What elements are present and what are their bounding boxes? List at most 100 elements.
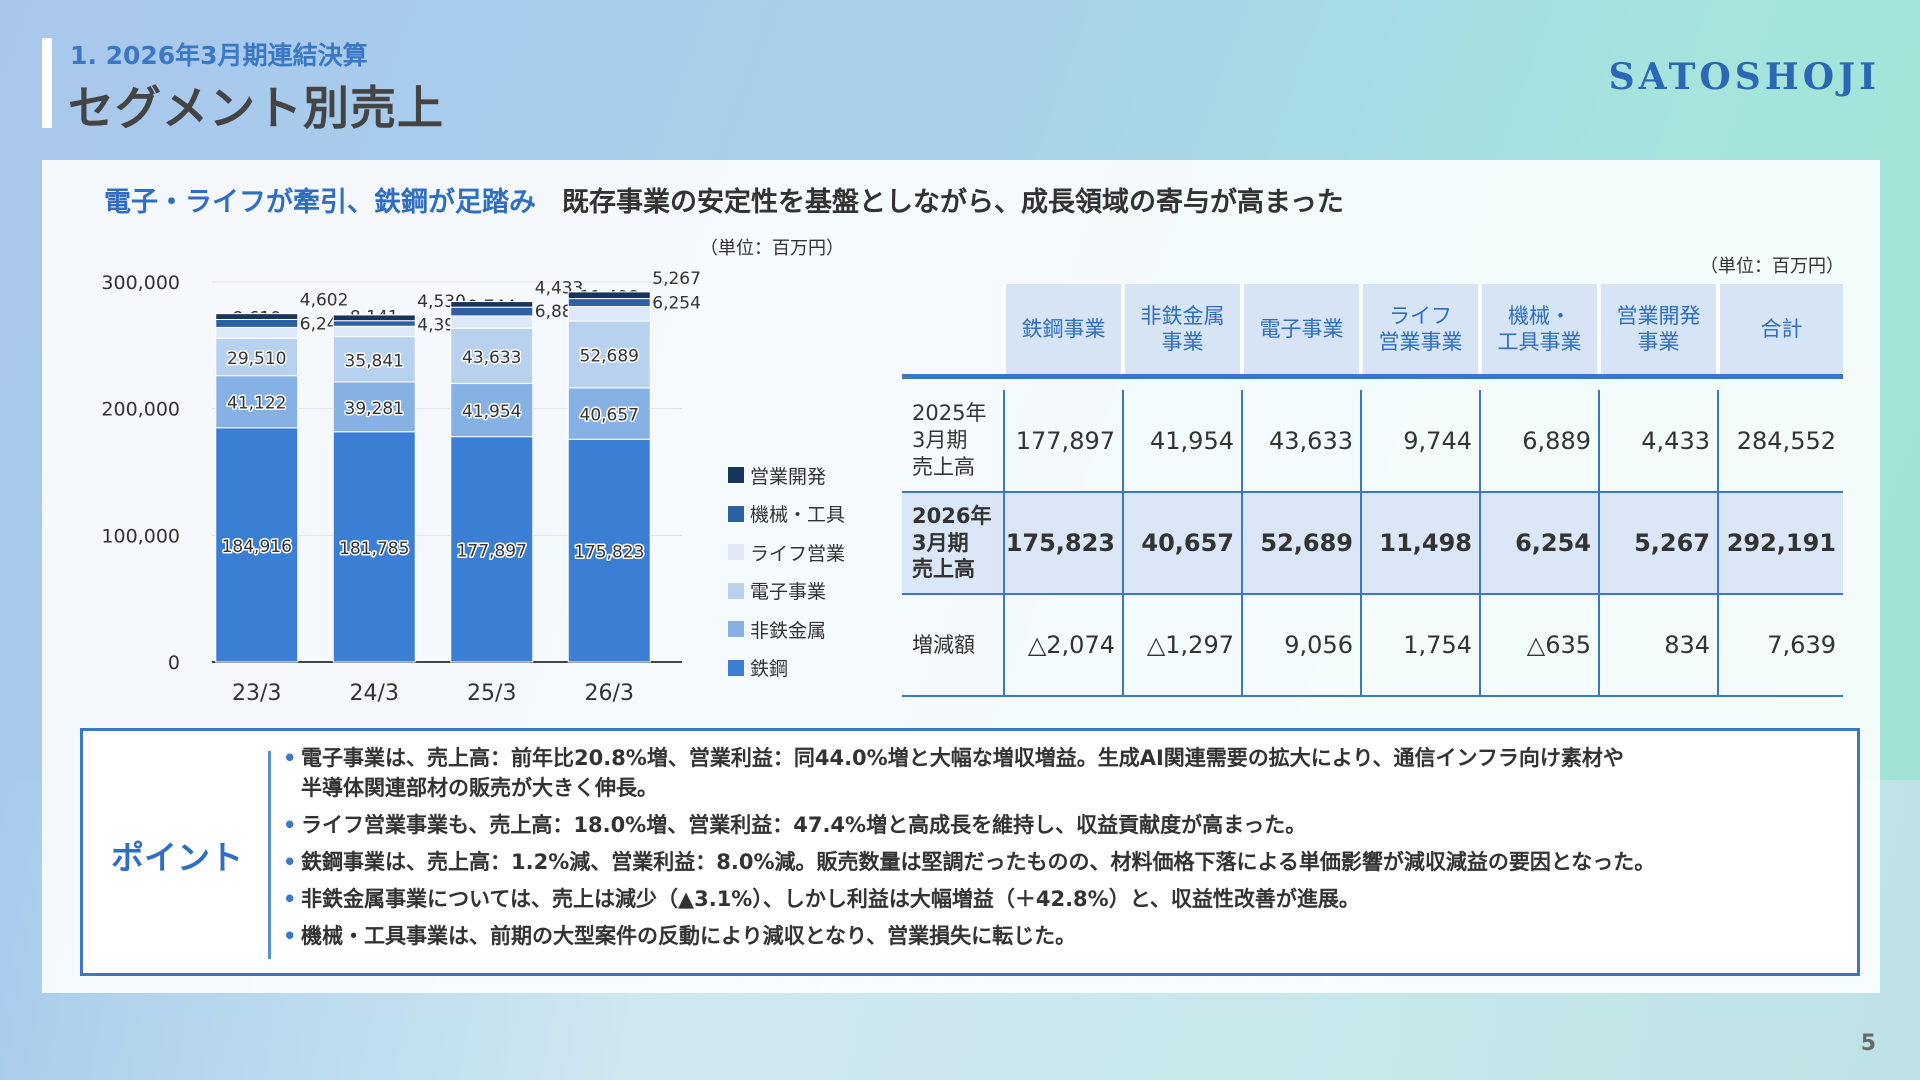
page-number: 5: [1860, 1031, 1876, 1056]
bar-segment: [450, 301, 534, 308]
legend-label: ライフ営業: [750, 542, 846, 565]
data-label: 5,267: [652, 269, 701, 289]
bar-segment: [332, 320, 416, 327]
data-label: 4,602: [300, 291, 349, 311]
data-label: 39,281: [345, 399, 404, 419]
y-tick-label: 100,000: [101, 525, 180, 547]
legend-label: 電子事業: [750, 581, 827, 604]
cell: 175,823: [1003, 492, 1123, 595]
data-label: 52,689: [580, 346, 639, 366]
col-header: 非鉄金属 事業: [1121, 284, 1242, 379]
cell: 9,744: [1360, 390, 1480, 493]
bar-segment: [215, 427, 299, 663]
cell: 7,639: [1717, 594, 1843, 697]
table-unit-label: （単位：百万円）: [1700, 256, 1844, 277]
row-label: 2026年 3月期 売上高: [902, 492, 1004, 595]
table-row-current: 2026年 3月期 売上高 175,823 40,657 52,689 11,498…: [902, 492, 1843, 595]
cell: 43,633: [1241, 390, 1361, 493]
page-title: セグメント別売上: [68, 81, 444, 135]
point-item: ライフ営業事業も、売上高：18.0%増、営業利益：47.4%増と高成長を維持し、…: [283, 810, 1655, 840]
cell: 4,433: [1598, 390, 1718, 493]
table-row-prior: 2025年 3月期 売上高 177,897 41,954 43,633 9,744 …: [902, 390, 1843, 493]
cell: 292,191: [1717, 492, 1843, 595]
legend-swatch: [728, 659, 744, 676]
legend-item: 機械・工具: [728, 495, 845, 534]
bar-segment: [450, 383, 534, 438]
point-item: 機械・工具事業は、前期の大型案件の反動により減収となり、営業損失に転じた。: [283, 921, 1655, 951]
table-row-change: 増減額 △2,074 △1,297 9,056 1,754 △635 834 7…: [902, 594, 1843, 697]
bar-segment: [567, 438, 651, 663]
cell: △1,297: [1122, 594, 1242, 697]
col-header: 電子事業: [1240, 284, 1361, 379]
table-header-blank: [902, 284, 1004, 379]
bar-segment: [215, 337, 299, 377]
legend-item: 営業開発: [728, 456, 845, 495]
legend-label: 鉄鋼: [750, 658, 789, 681]
bar-segment: [567, 298, 651, 307]
bar-segment: [332, 381, 416, 433]
cell: 41,954: [1122, 390, 1242, 493]
col-header: 営業開発 事業: [1597, 284, 1718, 379]
bar-segment: [332, 336, 416, 383]
table-header-row: 鉄鋼事業 非鉄金属 事業 電子事業 ライフ 営業事業 機械・ 工具事業 営業開発 事業 …: [902, 284, 1843, 379]
chart-unit-label: （単位：百万円）: [700, 238, 844, 259]
x-tick-label: 24/3: [350, 681, 399, 706]
cell: 177,897: [1003, 390, 1123, 493]
bar-segment: [215, 326, 299, 339]
points-divider: [268, 751, 271, 959]
legend-item: 電子事業: [728, 572, 845, 611]
cell: 834: [1598, 594, 1718, 697]
data-label: 181,785: [339, 539, 409, 559]
cell: 1,754: [1360, 594, 1480, 697]
row-label: 2025年 3月期 売上高: [902, 390, 1004, 493]
cell: 284,552: [1717, 390, 1843, 493]
col-header: 機械・ 工具事業: [1478, 284, 1599, 379]
headline: 電子・ライフが牽引、鉄鋼が足踏み 既存事業の安定性を基盤としながら、成長領域の寄与…: [104, 180, 1344, 219]
data-label: 184,916: [222, 537, 292, 557]
chart-legend: 営業開発機械・工具ライフ営業電子事業非鉄金属鉄鋼: [728, 456, 845, 687]
company-logo: SATOSHOJI: [1608, 56, 1880, 98]
bar-segment: [450, 315, 534, 329]
point-item: 非鉄金属事業については、売上は減少（▲3.1%）、しかし利益は大幅増益（＋42.…: [283, 884, 1655, 914]
legend-label: 機械・工具: [750, 504, 846, 527]
point-item: 電子事業は、売上高：前年比20.8%増、営業利益：同44.0%増と大幅な増収増益…: [283, 743, 1655, 803]
cell: △2,074: [1003, 594, 1123, 697]
bar-segment: [567, 291, 651, 300]
points-title: ポイント: [111, 838, 243, 877]
row-label: 増減額: [902, 594, 1004, 697]
col-header: ライフ 営業事業: [1359, 284, 1480, 379]
points-list: 電子事業は、売上高：前年比20.8%増、営業利益：同44.0%増と大幅な増収増益…: [283, 743, 1655, 958]
data-label: 175,823: [574, 543, 644, 563]
col-header: 合計: [1716, 284, 1843, 379]
legend-label: 営業開発: [750, 465, 827, 488]
title-accent-bar: [42, 38, 52, 128]
bar-segment: [450, 436, 534, 663]
segment-sales-table: 鉄鋼事業 非鉄金属 事業 電子事業 ライフ 営業事業 機械・ 工具事業 営業開発 事業 …: [902, 284, 1843, 697]
x-tick-label: 25/3: [467, 681, 516, 706]
point-text: 電子事業は、売上高：前年比20.8%増、営業利益：同44.0%増と大幅な増収増益…: [301, 746, 1624, 770]
point-item: 鉄鋼事業は、売上高：1.2%減、営業利益：8.0%減。販売数量は堅調だったものの…: [283, 847, 1655, 877]
legend-item: ライフ営業: [728, 533, 845, 572]
points-box: ポイント 電子事業は、売上高：前年比20.8%増、営業利益：同44.0%増と大幅…: [80, 728, 1860, 976]
cell: 11,498: [1360, 492, 1480, 595]
y-tick-label: 300,000: [101, 272, 180, 294]
legend-swatch: [728, 582, 744, 599]
headline-sub: 既存事業の安定性を基盤としながら、成長領域の寄与が高まった: [562, 187, 1344, 218]
content-panel: 電子・ライフが牽引、鉄鋼が足踏み 既存事業の安定性を基盤としながら、成長領域の寄与…: [42, 160, 1880, 993]
bar-segment: [215, 313, 299, 320]
section-label: 1. 2026年3月期連結決算: [70, 41, 368, 70]
legend-item: 鉄鋼: [728, 649, 845, 688]
stacked-bar-chart: 0 100,000 200,000 300,000 184,916 41,122 29,51…: [101, 269, 701, 706]
legend-swatch: [728, 467, 744, 484]
data-label: 41,122: [227, 394, 286, 414]
data-label: 29,510: [227, 349, 286, 369]
bar-segment: [450, 306, 534, 317]
point-text-cont: 半導体関連部材の販売が大きく伸長。: [301, 776, 658, 800]
bar-segment: [567, 305, 651, 322]
legend-label: 非鉄金属: [750, 619, 827, 642]
data-label: 43,633: [462, 348, 521, 368]
data-label: 177,897: [457, 541, 527, 561]
x-tick-label: 23/3: [232, 681, 281, 706]
bar-segment: [215, 318, 299, 328]
bar-segment: [332, 325, 416, 338]
